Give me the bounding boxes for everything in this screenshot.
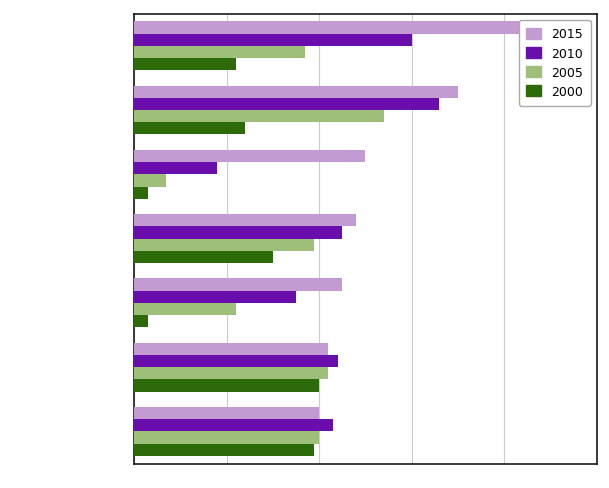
Bar (134, 315, 148, 327)
Bar (134, 291, 296, 303)
Bar (134, 407, 319, 419)
Bar (134, 367, 328, 380)
Bar (134, 86, 458, 99)
Bar (134, 380, 319, 392)
Legend: 2015, 2010, 2005, 2000: 2015, 2010, 2005, 2000 (519, 21, 591, 106)
Bar (134, 444, 314, 456)
Bar (134, 227, 342, 239)
Bar (134, 22, 541, 35)
Bar (134, 35, 412, 47)
Bar (134, 47, 305, 59)
Bar (134, 215, 356, 227)
Bar (134, 59, 236, 71)
Bar (134, 123, 245, 135)
Bar (134, 151, 365, 163)
Bar (134, 111, 384, 123)
Bar (134, 279, 342, 291)
Bar (134, 187, 148, 200)
Bar (134, 239, 314, 251)
Bar (134, 431, 319, 444)
Bar (134, 303, 236, 315)
Bar (134, 343, 328, 355)
Bar (134, 251, 273, 264)
Bar (134, 355, 337, 367)
Bar (134, 163, 217, 175)
Bar (134, 419, 333, 431)
Bar (134, 99, 440, 111)
Bar (134, 175, 166, 187)
